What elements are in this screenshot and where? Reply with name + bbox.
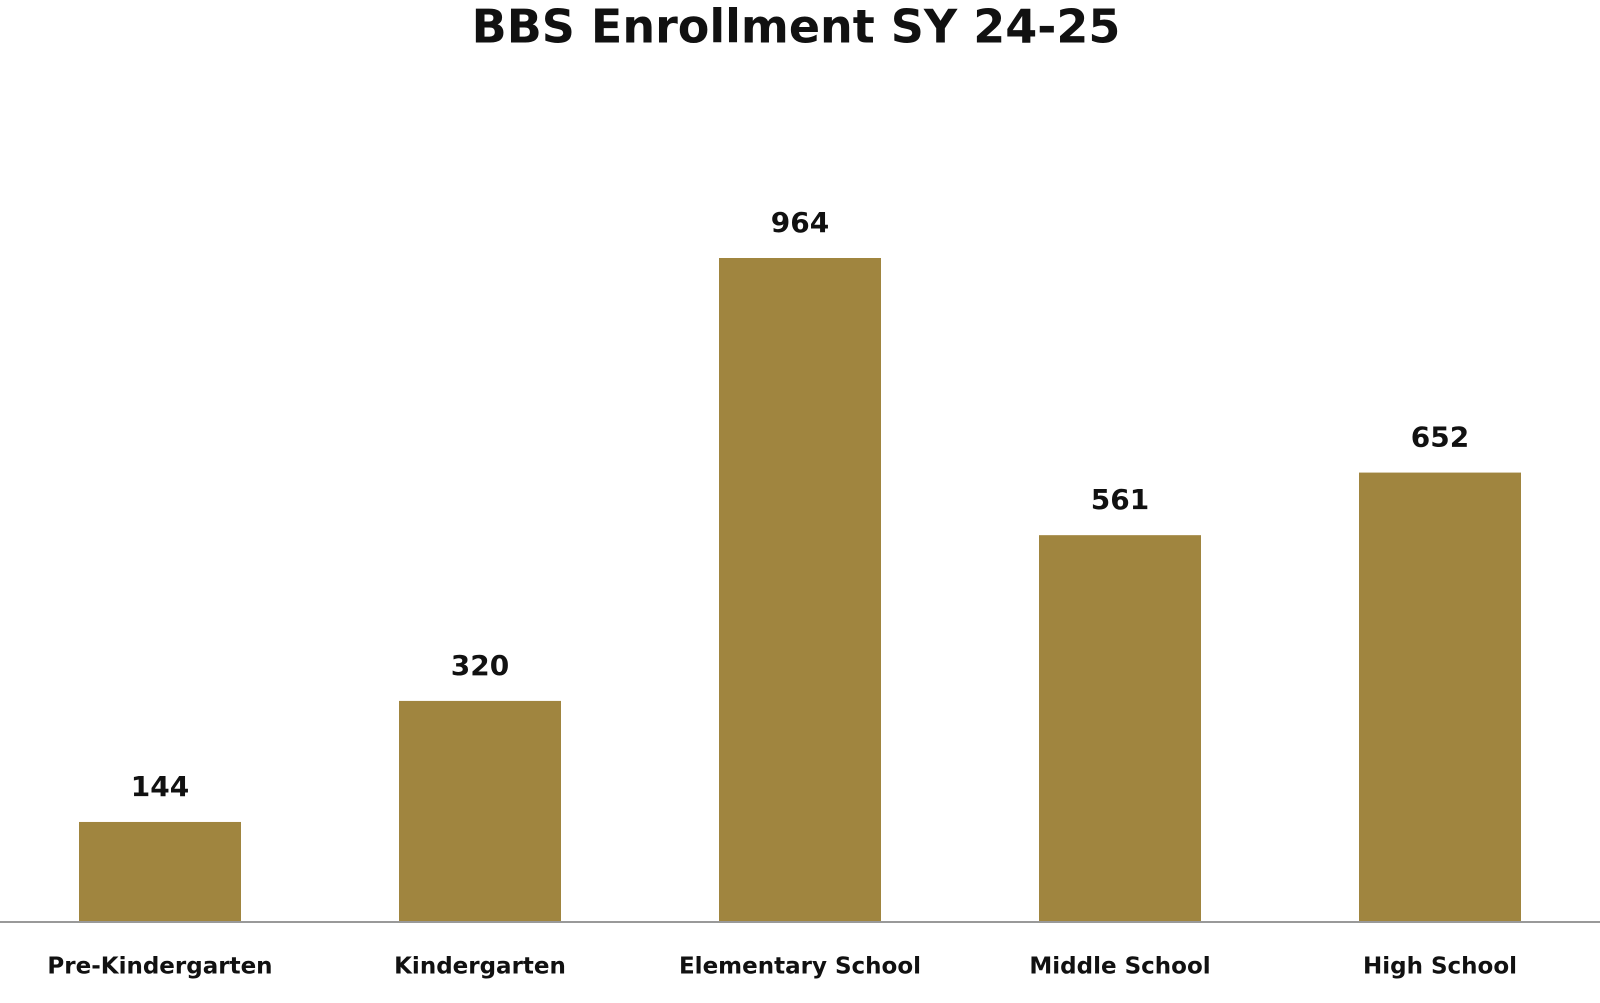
value-label: 652 (1411, 421, 1469, 454)
x-tick-label: High School (1363, 954, 1517, 980)
x-tick-label: Pre-Kindergarten (47, 954, 272, 980)
x-tick-label: Elementary School (679, 954, 921, 980)
bar (719, 258, 881, 921)
bar (1359, 472, 1521, 921)
value-label: 561 (1091, 483, 1149, 516)
value-label: 144 (131, 770, 189, 803)
value-label: 964 (771, 206, 829, 239)
x-tick-label: Middle School (1029, 954, 1210, 980)
value-label: 320 (451, 649, 509, 682)
chart-title: BBS Enrollment SY 24-25 (472, 0, 1121, 54)
x-tick-label: Kindergarten (394, 954, 566, 980)
bar (1039, 535, 1201, 921)
bar (399, 700, 561, 921)
bar (79, 821, 241, 921)
